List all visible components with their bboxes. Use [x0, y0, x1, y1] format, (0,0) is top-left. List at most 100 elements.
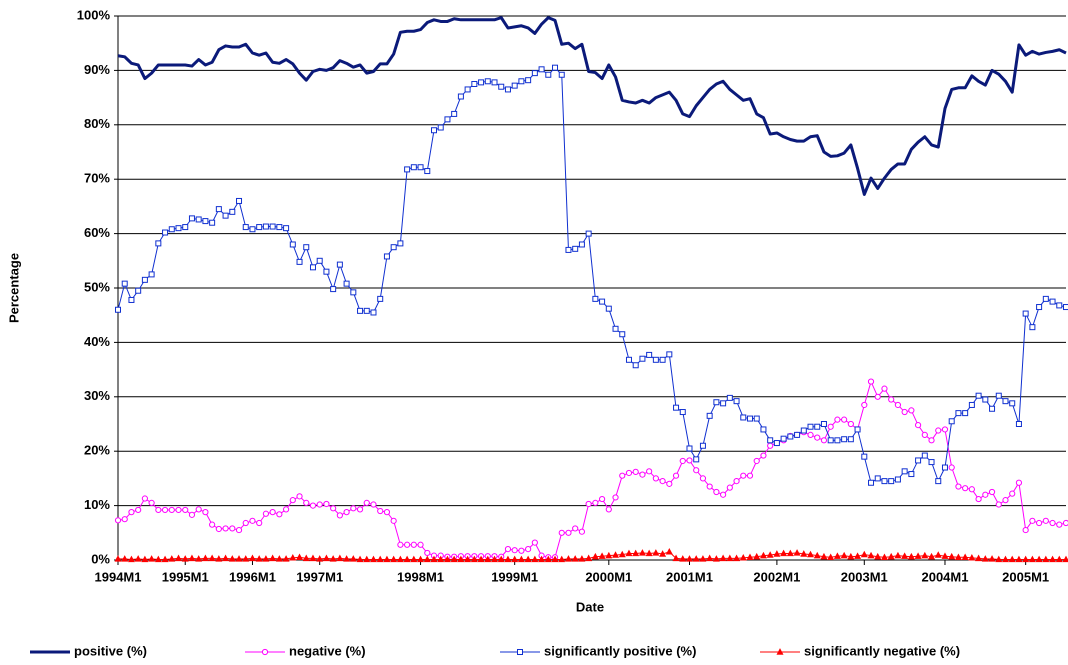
point-marker — [1062, 519, 1068, 527]
point-marker — [679, 409, 686, 416]
point-marker — [880, 553, 888, 560]
point-marker — [397, 541, 404, 548]
point-marker — [995, 555, 1003, 563]
point-marker — [740, 472, 747, 479]
point-marker — [363, 499, 370, 506]
point-marker — [841, 416, 848, 423]
point-marker — [477, 555, 485, 563]
point-marker — [356, 506, 364, 513]
point-marker — [121, 516, 128, 523]
point-marker — [242, 224, 249, 231]
point-marker — [914, 552, 922, 559]
point-marker — [888, 396, 895, 403]
point-marker — [915, 457, 922, 464]
point-marker — [236, 197, 243, 204]
point-marker — [692, 555, 700, 562]
point-marker — [437, 555, 445, 563]
point-marker — [867, 378, 875, 385]
point-marker — [410, 541, 417, 548]
point-marker — [578, 528, 586, 535]
point-marker — [941, 552, 949, 559]
point-marker — [322, 554, 330, 562]
point-marker — [921, 452, 928, 459]
point-marker — [229, 208, 236, 215]
point-marker — [121, 555, 129, 562]
point-marker — [989, 405, 996, 412]
point-marker — [370, 309, 377, 316]
point-marker — [800, 427, 807, 434]
point-marker — [363, 555, 371, 563]
point-marker — [195, 216, 202, 223]
point-marker — [531, 555, 539, 563]
point-marker — [1015, 479, 1023, 486]
point-marker — [861, 401, 868, 409]
point-marker — [269, 554, 277, 562]
point-marker — [646, 468, 653, 475]
point-marker — [599, 298, 606, 305]
point-marker — [181, 555, 189, 562]
point-marker — [935, 427, 942, 434]
point-marker — [673, 404, 680, 411]
point-marker — [807, 423, 814, 430]
point-marker — [168, 555, 176, 562]
point-marker — [255, 555, 263, 562]
point-marker — [780, 549, 788, 557]
point-marker — [154, 555, 162, 563]
point-marker — [887, 552, 895, 560]
point-marker — [759, 551, 767, 559]
point-marker — [209, 521, 216, 528]
point-marker — [638, 549, 646, 556]
point-marker — [424, 549, 431, 557]
point-marker — [881, 385, 888, 392]
legend-marker — [261, 648, 269, 656]
point-marker — [538, 66, 545, 73]
point-marker — [672, 472, 680, 479]
point-marker — [726, 394, 733, 401]
point-marker — [464, 86, 471, 93]
point-marker — [135, 506, 142, 514]
point-marker — [564, 555, 572, 562]
point-marker — [968, 486, 975, 493]
point-marker — [867, 551, 875, 559]
point-marker — [403, 555, 411, 563]
point-marker — [1049, 519, 1056, 527]
point-marker — [396, 555, 404, 563]
point-marker — [894, 476, 901, 483]
point-marker — [323, 500, 330, 508]
point-marker — [585, 500, 592, 508]
point-marker — [605, 506, 612, 513]
point-marker — [618, 550, 626, 558]
point-marker — [357, 307, 364, 314]
point-marker — [672, 554, 680, 562]
point-marker — [948, 552, 956, 560]
point-marker — [760, 426, 767, 433]
point-marker — [753, 552, 761, 560]
point-marker — [135, 287, 142, 294]
point-marker — [155, 506, 162, 514]
point-marker — [531, 539, 538, 546]
point-marker — [1029, 324, 1036, 331]
point-marker — [941, 426, 949, 433]
y-tick-label: 20% — [84, 443, 110, 458]
point-marker — [733, 398, 740, 405]
point-marker — [390, 555, 398, 563]
point-marker — [175, 554, 183, 562]
x-tick-label: 1994M1 — [95, 569, 142, 584]
point-marker — [894, 401, 902, 409]
point-marker — [262, 223, 269, 230]
point-marker — [215, 525, 222, 533]
y-tick-label: 60% — [84, 225, 110, 240]
point-marker — [1056, 302, 1063, 309]
point-marker — [316, 257, 323, 264]
point-marker — [269, 223, 276, 230]
point-marker — [350, 289, 357, 296]
point-marker — [524, 555, 532, 563]
point-marker — [282, 506, 290, 513]
point-marker — [605, 551, 613, 559]
x-tick-label: 1996M1 — [229, 569, 276, 584]
series — [114, 378, 1068, 561]
point-marker — [908, 471, 915, 478]
point-marker — [908, 407, 915, 414]
point-marker — [511, 82, 518, 89]
point-marker — [552, 64, 559, 71]
